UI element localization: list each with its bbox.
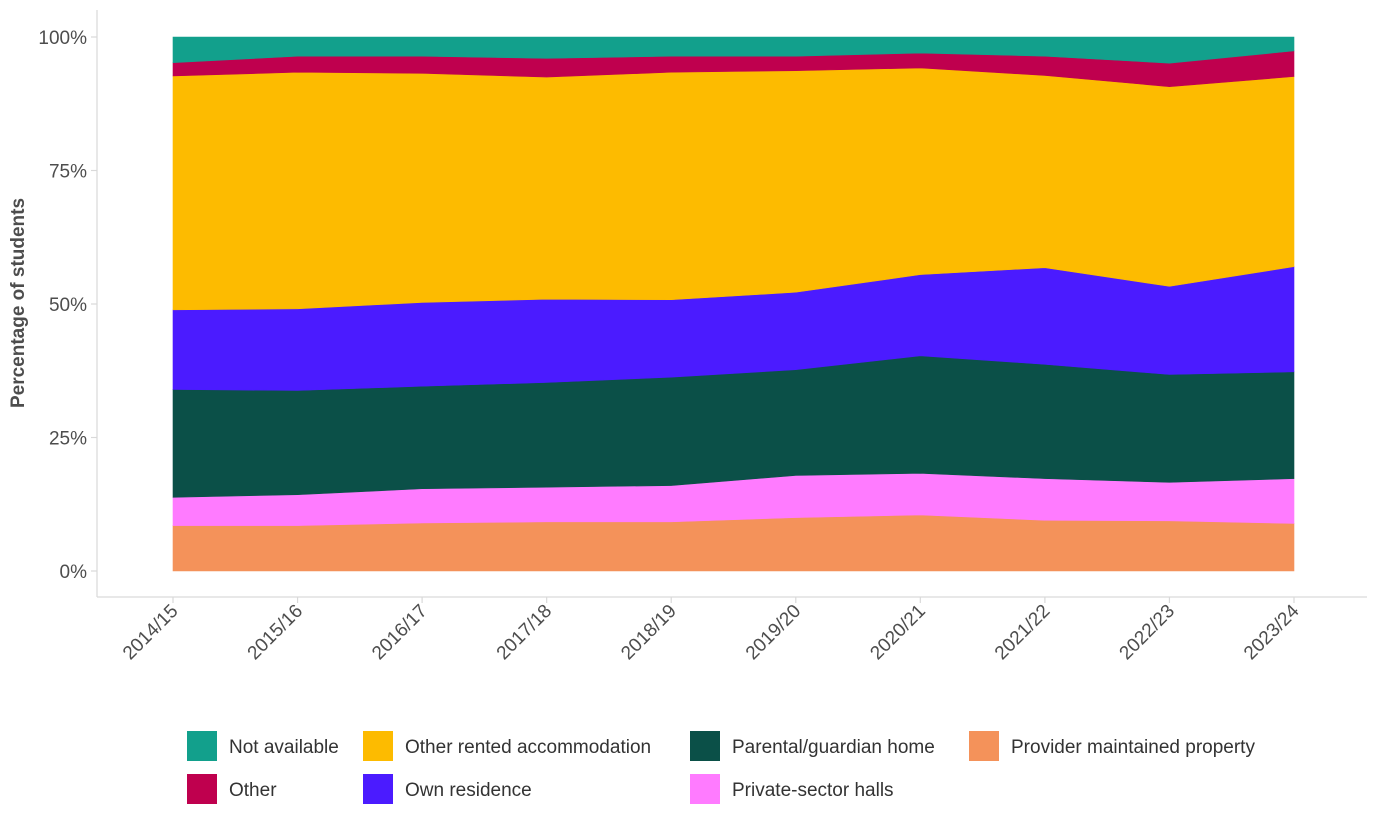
y-tick-label: 50% bbox=[49, 295, 87, 316]
legend-item-not-available: Not available bbox=[187, 731, 339, 761]
legend-label: Parental/guardian home bbox=[732, 737, 935, 758]
y-axis-title: Percentage of students bbox=[8, 198, 29, 408]
x-tick-label: 2020/21 bbox=[866, 601, 929, 664]
legend-label: Private-sector halls bbox=[732, 780, 894, 801]
legend-swatch bbox=[187, 731, 217, 761]
x-tick-label: 2023/24 bbox=[1240, 600, 1304, 664]
legend-item-parental-guardian-home: Parental/guardian home bbox=[690, 731, 935, 761]
x-tick-label: 2018/19 bbox=[617, 601, 680, 664]
y-tick-label: 25% bbox=[49, 429, 87, 450]
legend-label: Other bbox=[229, 780, 277, 801]
legend-item-provider-maintained-property: Provider maintained property bbox=[969, 731, 1255, 761]
area-not-available bbox=[172, 36, 1295, 64]
x-tick-label: 2014/15 bbox=[119, 601, 182, 664]
x-tick-label: 2019/20 bbox=[742, 601, 805, 664]
x-tick-label: 2017/18 bbox=[493, 601, 556, 664]
legend-swatch bbox=[363, 731, 393, 761]
y-tick-label: 100% bbox=[38, 28, 87, 49]
legend: Not available Other rented accommodation P… bbox=[187, 731, 1255, 804]
legend-item-other-rented-accommodation: Other rented accommodation bbox=[363, 731, 651, 761]
legend-label: Own residence bbox=[405, 780, 532, 801]
y-ticks: 0% 25% 50% 75% 100% bbox=[38, 28, 97, 583]
legend-swatch bbox=[363, 774, 393, 804]
x-tick-label: 2022/23 bbox=[1116, 601, 1179, 664]
legend-swatch bbox=[969, 731, 999, 761]
y-tick-label: 0% bbox=[60, 562, 88, 583]
x-tick-label: 2015/16 bbox=[244, 601, 307, 664]
area-layers bbox=[172, 36, 1295, 572]
legend-swatch bbox=[187, 774, 217, 804]
area-other-rented-accommodation bbox=[172, 67, 1295, 311]
legend-swatch bbox=[690, 774, 720, 804]
legend-item-own-residence: Own residence bbox=[363, 774, 532, 804]
x-tick-label: 2021/22 bbox=[991, 601, 1054, 664]
legend-label: Provider maintained property bbox=[1011, 737, 1255, 758]
legend-label: Other rented accommodation bbox=[405, 737, 651, 758]
legend-item-private-sector-halls: Private-sector halls bbox=[690, 774, 894, 804]
x-ticks: 2014/15 2015/16 2016/17 2017/18 2018/19 2019/… bbox=[119, 597, 1304, 664]
legend-item-other: Other bbox=[187, 774, 277, 804]
legend-swatch bbox=[690, 731, 720, 761]
legend-label: Not available bbox=[229, 737, 339, 758]
x-tick-label: 2016/17 bbox=[368, 601, 431, 664]
y-tick-label: 75% bbox=[49, 162, 87, 183]
